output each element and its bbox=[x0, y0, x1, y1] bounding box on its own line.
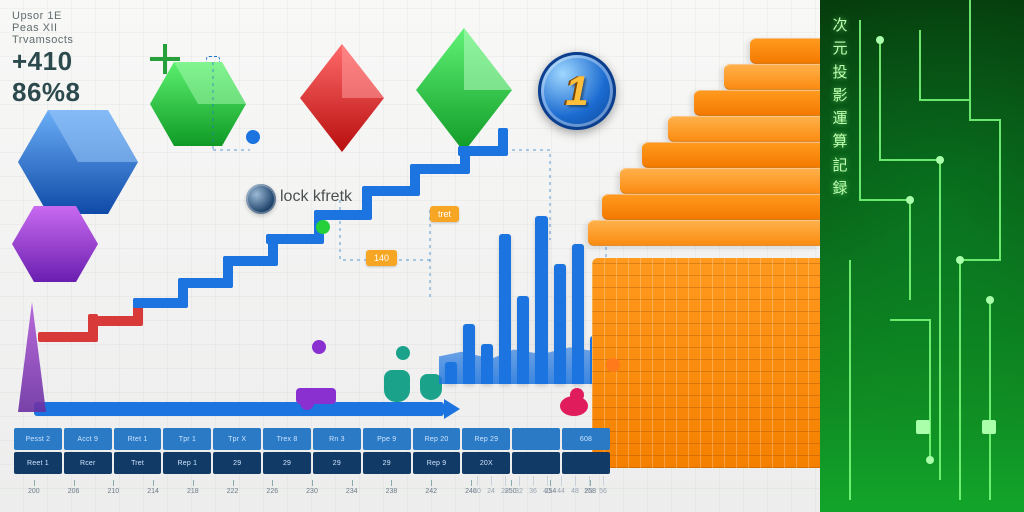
main-panel: Upsor 1E Peas XII Trvamsocts +410 86%8 bbox=[0, 0, 820, 512]
orange-pyramid bbox=[560, 38, 820, 468]
glyph-column: 次元投影運算記録 bbox=[830, 14, 850, 200]
chip: 140 bbox=[366, 250, 397, 266]
strip-cell: Rep 1 bbox=[163, 452, 211, 474]
tick: 210 bbox=[93, 480, 133, 504]
node-dot bbox=[396, 346, 410, 360]
node-dot bbox=[570, 388, 584, 402]
tick2: 44 bbox=[554, 476, 568, 504]
tick: 242 bbox=[411, 480, 451, 504]
strip-cell: Rep 29 bbox=[462, 428, 510, 450]
tick2: 40 bbox=[540, 476, 554, 504]
tick2: 24 bbox=[484, 476, 498, 504]
pyramid-band bbox=[642, 142, 820, 168]
tick2: 36 bbox=[526, 476, 540, 504]
pyramid-band bbox=[750, 38, 820, 64]
strip-cell: Rtet 1 bbox=[114, 428, 162, 450]
strip-cell: Pesst 2 bbox=[14, 428, 62, 450]
strip-cell: Tret bbox=[114, 452, 162, 474]
pyramid-band bbox=[620, 168, 820, 194]
tick2: 20 bbox=[470, 476, 484, 504]
strip-cell: 608 bbox=[562, 428, 610, 450]
strip-cell: 29 bbox=[313, 452, 361, 474]
pyramid-band bbox=[602, 194, 820, 220]
tick: 230 bbox=[292, 480, 332, 504]
data-strip: Pesst 2Acct 9Rtet 1Tpr 1Tpr XTrex 8Rn 3P… bbox=[14, 428, 610, 474]
blob-teal bbox=[384, 370, 410, 402]
axis-ticks-secondary: 20242832364044485256 bbox=[470, 476, 610, 504]
stat-line2: Peas XII bbox=[12, 22, 81, 34]
strip-cell bbox=[512, 452, 560, 474]
pyramid-band bbox=[588, 220, 820, 246]
strip-cell: Rep 9 bbox=[413, 452, 461, 474]
chip: tret bbox=[430, 206, 459, 222]
tick2: 56 bbox=[596, 476, 610, 504]
strip-cell: 20X bbox=[462, 452, 510, 474]
tick: 214 bbox=[133, 480, 173, 504]
node-dot bbox=[606, 358, 620, 372]
strip-cell: Rep 20 bbox=[413, 428, 461, 450]
stat-block: Upsor 1E Peas XII Trvamsocts +410 86%8 bbox=[12, 10, 81, 108]
strip-cell: Tpr X bbox=[213, 428, 261, 450]
pyramid-band bbox=[724, 64, 820, 90]
strip-cell: 29 bbox=[213, 452, 261, 474]
strip-cell bbox=[562, 452, 610, 474]
stat-line3: Trvamsocts bbox=[12, 34, 81, 46]
strip-cell: Rcer bbox=[64, 452, 112, 474]
step-riser bbox=[498, 128, 508, 150]
node-dot bbox=[316, 220, 330, 234]
strip-cell: Rn 3 bbox=[313, 428, 361, 450]
node-dot bbox=[312, 340, 326, 354]
pyramid-band bbox=[694, 90, 820, 116]
tick: 200 bbox=[14, 480, 54, 504]
pyramid-grid bbox=[592, 258, 820, 468]
tick: 206 bbox=[54, 480, 94, 504]
node-dot bbox=[300, 396, 314, 410]
strip-cell: Reet 1 bbox=[14, 452, 62, 474]
strip-cell: Acct 9 bbox=[64, 428, 112, 450]
blob-teal-2 bbox=[420, 374, 442, 400]
tick2: 48 bbox=[568, 476, 582, 504]
tick: 226 bbox=[252, 480, 292, 504]
tick2: 28 bbox=[498, 476, 512, 504]
strip-cell: Trex 8 bbox=[263, 428, 311, 450]
tick: 234 bbox=[332, 480, 372, 504]
pyramid-band bbox=[668, 116, 820, 142]
circuit-panel: 次元投影運算記録 bbox=[820, 0, 1024, 512]
stat-value: +410 bbox=[12, 46, 81, 77]
tick: 222 bbox=[213, 480, 253, 504]
circuit-traces bbox=[820, 0, 1024, 512]
strip-cell: 29 bbox=[363, 452, 411, 474]
tick: 218 bbox=[173, 480, 213, 504]
tick: 238 bbox=[372, 480, 412, 504]
strip-cell: 29 bbox=[263, 452, 311, 474]
tick2: 52 bbox=[582, 476, 596, 504]
strip-cell: Ppe 9 bbox=[363, 428, 411, 450]
tick2: 32 bbox=[512, 476, 526, 504]
strip-cell bbox=[512, 428, 560, 450]
strip-cell: Tpr 1 bbox=[163, 428, 211, 450]
arrow-bar bbox=[34, 402, 444, 416]
stat-line1: Upsor 1E bbox=[12, 10, 81, 22]
step-line bbox=[38, 102, 508, 362]
node-dot bbox=[246, 130, 260, 144]
